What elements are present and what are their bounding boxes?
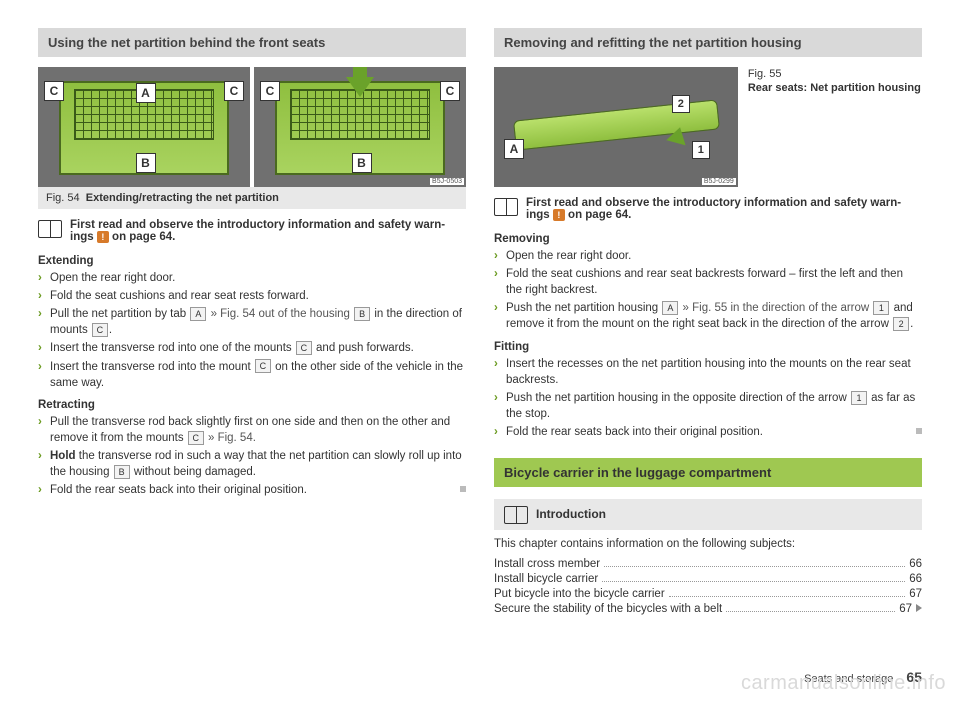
section-end-icon bbox=[460, 486, 466, 492]
removing-steps: Open the rear right door. Fold the seat … bbox=[494, 248, 922, 332]
label-b: B bbox=[136, 153, 156, 173]
step: Fold the seat cushions and rear seat res… bbox=[38, 288, 466, 304]
section-net-partition-housing: Removing and refitting the net partition… bbox=[494, 28, 922, 57]
arrow-2: 2 bbox=[672, 95, 690, 113]
step: Push the net partition housing in the op… bbox=[494, 390, 922, 422]
section-net-partition-front: Using the net partition behind the front… bbox=[38, 28, 466, 57]
fig-num: Fig. 54 bbox=[46, 192, 80, 204]
book-icon bbox=[38, 220, 62, 238]
fig54-caption: Fig. 54 Extending/retracting the net par… bbox=[38, 187, 466, 209]
continue-icon bbox=[916, 604, 922, 612]
left-column: Using the net partition behind the front… bbox=[38, 28, 466, 681]
fig55-caption: Fig. 55 Rear seats: Net partition housin… bbox=[748, 67, 922, 187]
fig54-left-panel: C A C B bbox=[38, 67, 250, 187]
fitting-heading: Fitting bbox=[494, 341, 922, 353]
safety-text: First read and observe the introductory … bbox=[526, 197, 901, 221]
warning-icon: ! bbox=[553, 209, 565, 221]
step: Insert the transverse rod into the mount… bbox=[38, 359, 466, 391]
arrow-1: 1 bbox=[692, 141, 710, 159]
introduction-heading: Introduction bbox=[494, 499, 922, 530]
right-column: Removing and refitting the net partition… bbox=[494, 28, 922, 681]
toc-line: Put bicycle into the bicycle carrier67 bbox=[494, 588, 922, 600]
toc-line: Install bicycle carrier66 bbox=[494, 573, 922, 585]
safety-note: First read and observe the introductory … bbox=[38, 219, 466, 243]
fig54-right-panel: C C B B5J-0503 bbox=[254, 67, 466, 187]
label-a: A bbox=[136, 83, 156, 103]
safety-text: First read and observe the introductory … bbox=[70, 219, 445, 243]
retracting-steps: Pull the transverse rod back slightly fi… bbox=[38, 414, 466, 498]
fitting-steps: Insert the recesses on the net partition… bbox=[494, 356, 922, 440]
label-c: C bbox=[440, 81, 460, 101]
section-bicycle-carrier: Bicycle carrier in the luggage compartme… bbox=[494, 458, 922, 487]
extending-heading: Extending bbox=[38, 255, 466, 267]
manual-page: Using the net partition behind the front… bbox=[0, 0, 960, 701]
extending-steps: Open the rear right door. Fold the seat … bbox=[38, 270, 466, 391]
step: Hold the transverse rod in such a way th… bbox=[38, 448, 466, 480]
label-c: C bbox=[260, 81, 280, 101]
section-end-icon bbox=[916, 428, 922, 434]
retracting-heading: Retracting bbox=[38, 399, 466, 411]
step: Open the rear right door. bbox=[38, 270, 466, 286]
label-c: C bbox=[224, 81, 244, 101]
step: Open the rear right door. bbox=[494, 248, 922, 264]
label-b: B bbox=[352, 153, 372, 173]
fig55-block: A 2 1 B5J-0299 Fig. 55 Rear seats: Net p… bbox=[494, 67, 922, 187]
fig-text: Extending/retracting the net partition bbox=[86, 192, 279, 204]
step: Pull the transverse rod back slightly fi… bbox=[38, 414, 466, 446]
watermark: carmanualsonline.info bbox=[741, 672, 946, 695]
image-code: B5J-0503 bbox=[430, 178, 464, 185]
step: Insert the transverse rod into one of th… bbox=[38, 340, 466, 356]
book-icon bbox=[504, 506, 528, 524]
toc: Install cross member66 Install bicycle c… bbox=[494, 558, 922, 615]
step: Push the net partition housing A » Fig. … bbox=[494, 300, 922, 332]
label-a: A bbox=[504, 139, 524, 159]
toc-line: Install cross member66 bbox=[494, 558, 922, 570]
book-icon bbox=[494, 198, 518, 216]
step: Fold the seat cushions and rear seat bac… bbox=[494, 266, 922, 298]
step: Fold the rear seats back into their orig… bbox=[494, 424, 922, 440]
fig55-image: A 2 1 B5J-0299 bbox=[494, 67, 738, 187]
fig54-images: C A C B C C B B5J-0503 bbox=[38, 67, 466, 187]
removing-heading: Removing bbox=[494, 233, 922, 245]
image-code: B5J-0299 bbox=[702, 178, 736, 185]
step: Insert the recesses on the net partition… bbox=[494, 356, 922, 388]
step: Pull the net partition by tab A » Fig. 5… bbox=[38, 306, 466, 338]
arrow-down-icon bbox=[346, 77, 374, 97]
toc-line: Secure the stability of the bicycles wit… bbox=[494, 603, 922, 615]
warning-icon: ! bbox=[97, 231, 109, 243]
safety-note: First read and observe the introductory … bbox=[494, 197, 922, 221]
step: Fold the rear seats back into their orig… bbox=[38, 482, 466, 498]
label-c: C bbox=[44, 81, 64, 101]
intro-text: This chapter contains information on the… bbox=[494, 538, 922, 550]
